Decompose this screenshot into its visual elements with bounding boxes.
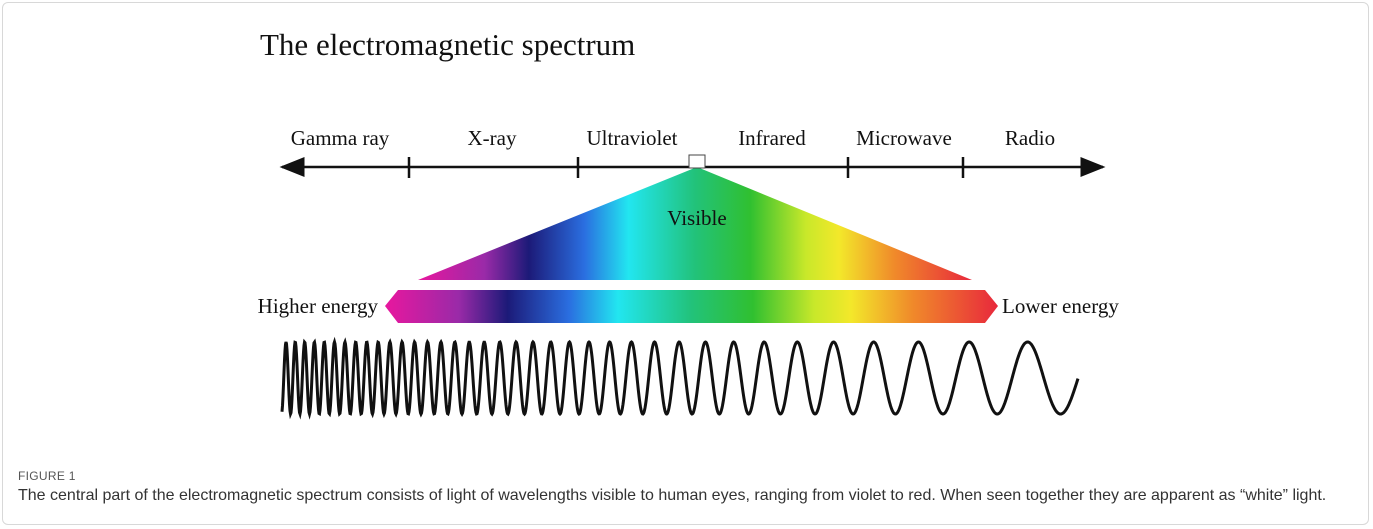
band-label: Infrared [738,126,806,150]
energy-bar [385,290,998,323]
wave [280,336,1080,420]
lower-energy-label: Lower energy [1002,294,1119,318]
visible-marker [688,154,706,169]
higher-energy-label: Higher energy [258,294,379,318]
figure-caption: The central part of the electromagnetic … [18,487,1327,504]
band-label: Microwave [856,126,952,150]
band-label: Ultraviolet [587,126,678,150]
visible-triangle [418,167,972,280]
band-label: X-ray [468,126,517,150]
figure-label: FIGURE 1 [18,469,76,483]
diagram: The electromagnetic spectrum Visible Hig… [258,27,1119,420]
band-label: Radio [1005,126,1055,150]
axis-ticks [407,157,965,178]
band-label: Gamma ray [291,126,390,150]
visible-label: Visible [667,206,726,230]
title: The electromagnetic spectrum [260,27,635,62]
